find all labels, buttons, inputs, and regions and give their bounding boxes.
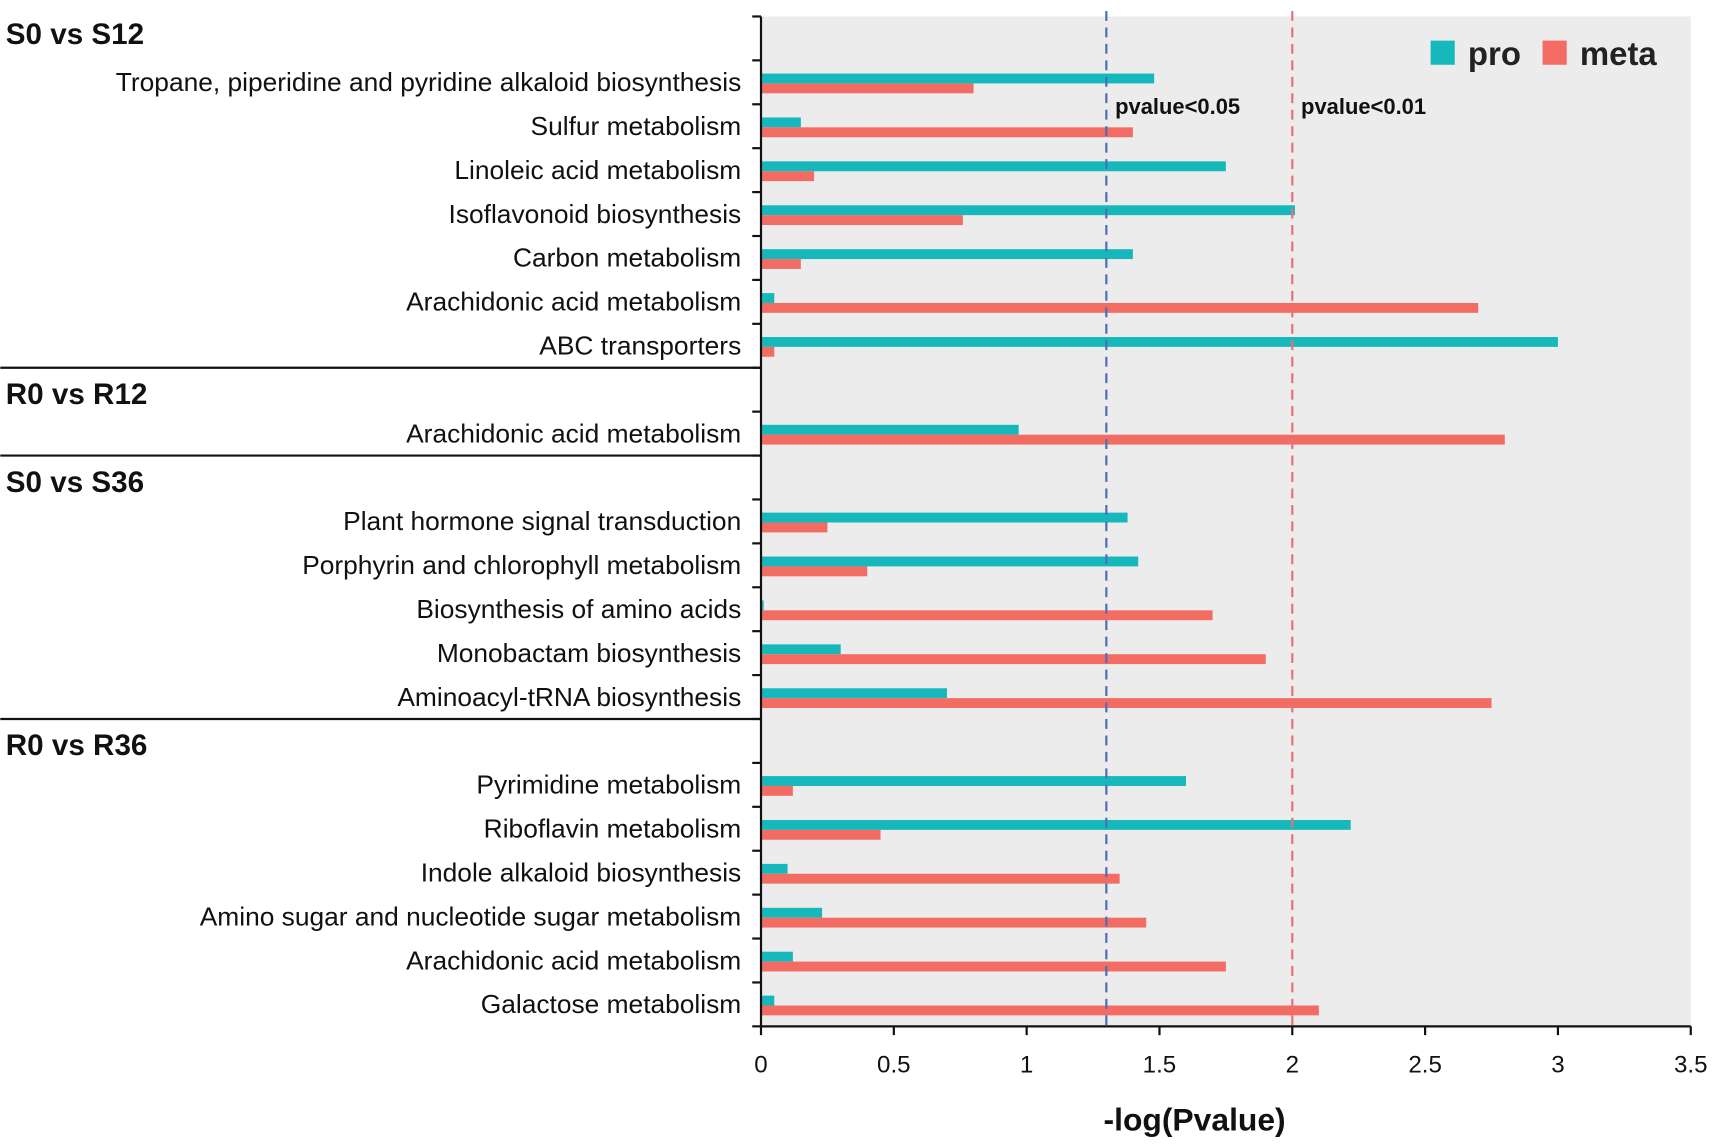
bar-meta: [761, 654, 1266, 665]
category-label: Sulfur metabolism: [531, 111, 742, 141]
bar-pro: [761, 249, 1133, 260]
bar-pro: [761, 336, 1558, 347]
bar-pro: [761, 161, 1226, 172]
category-label: Riboflavin metabolism: [484, 814, 742, 844]
bar-pro: [761, 205, 1295, 216]
bar-meta: [761, 610, 1213, 621]
bar-meta: [761, 522, 828, 533]
category-label: Tropane, piperidine and pyridine alkaloi…: [116, 67, 741, 97]
bar-meta: [761, 829, 881, 840]
category-label: Isoflavonoid biosynthesis: [449, 199, 742, 229]
bar-meta: [761, 302, 1479, 313]
group-label: R0 vs R36: [6, 729, 148, 762]
legend-label-pro: pro: [1468, 35, 1521, 72]
category-label: Aminoacyl-tRNA biosynthesis: [397, 682, 741, 712]
legend-swatch-meta: [1542, 40, 1567, 65]
threshold-label: pvalue<0.05: [1115, 94, 1240, 119]
x-tick-label: 1.5: [1143, 1051, 1177, 1078]
x-tick-label: 3: [1551, 1051, 1564, 1078]
bar-meta: [761, 83, 974, 94]
category-label: Porphyrin and chlorophyll metabolism: [302, 550, 741, 580]
bar-pro: [761, 293, 775, 303]
bar-pro: [761, 995, 775, 1006]
category-label: Linoleic acid metabolism: [454, 155, 741, 185]
bar-pro: [761, 819, 1351, 830]
bar-pro: [761, 512, 1128, 523]
bar-pro: [761, 688, 947, 699]
bar-pro: [761, 424, 1019, 435]
group-label: S0 vs S36: [6, 466, 144, 499]
group-label: R0 vs R12: [6, 378, 148, 411]
bar-meta: [761, 346, 775, 357]
category-label: Monobactam biosynthesis: [437, 638, 741, 668]
legend-swatch-pro: [1430, 40, 1455, 65]
bar-meta: [761, 566, 868, 577]
bar-meta: [761, 434, 1505, 445]
category-label: ABC transporters: [539, 331, 741, 361]
legend-label-meta: meta: [1580, 35, 1658, 72]
x-tick-label: 0: [754, 1051, 767, 1078]
bar-meta: [761, 259, 801, 269]
category-label: Pyrimidine metabolism: [476, 770, 741, 800]
bar-meta: [761, 1005, 1319, 1016]
bar-pro: [761, 863, 788, 874]
bar-pro: [761, 907, 823, 918]
x-tick-label: 1: [1020, 1051, 1033, 1078]
category-label: Amino sugar and nucleotide sugar metabol…: [200, 901, 742, 931]
x-tick-label: 0.5: [877, 1051, 911, 1078]
bar-pro: [761, 556, 1139, 567]
x-axis-label: -log(Pvalue): [1104, 1102, 1286, 1138]
bar-pro: [761, 776, 1187, 786]
category-label: Carbon metabolism: [513, 243, 741, 273]
category-label: Galactose metabolism: [481, 989, 741, 1019]
bar-meta: [761, 171, 815, 182]
bar-meta: [761, 215, 963, 226]
category-label: Arachidonic acid metabolism: [406, 418, 741, 448]
category-label: Indole alkaloid biosynthesis: [421, 857, 742, 887]
category-label: Arachidonic acid metabolism: [406, 945, 741, 975]
bar-pro: [761, 644, 841, 655]
threshold-label: pvalue<0.01: [1301, 94, 1426, 119]
bar-meta: [761, 127, 1133, 138]
bar-pro: [761, 73, 1155, 84]
x-tick-label: 2.5: [1408, 1051, 1442, 1078]
category-label: Plant hormone signal transduction: [343, 506, 741, 536]
bar-meta: [761, 698, 1492, 709]
bar-pro: [761, 951, 793, 962]
category-label: Arachidonic acid metabolism: [406, 287, 741, 317]
bar-pro: [761, 600, 764, 611]
x-tick-label: 3.5: [1674, 1051, 1708, 1078]
group-label: S0 vs S12: [6, 18, 144, 51]
bar-meta: [761, 873, 1120, 884]
x-tick-label: 2: [1286, 1051, 1299, 1078]
bar-meta: [761, 961, 1226, 972]
bar-pro: [761, 117, 801, 128]
category-label: Biosynthesis of amino acids: [416, 594, 741, 624]
bar-meta: [761, 785, 793, 796]
bar-meta: [761, 917, 1147, 928]
